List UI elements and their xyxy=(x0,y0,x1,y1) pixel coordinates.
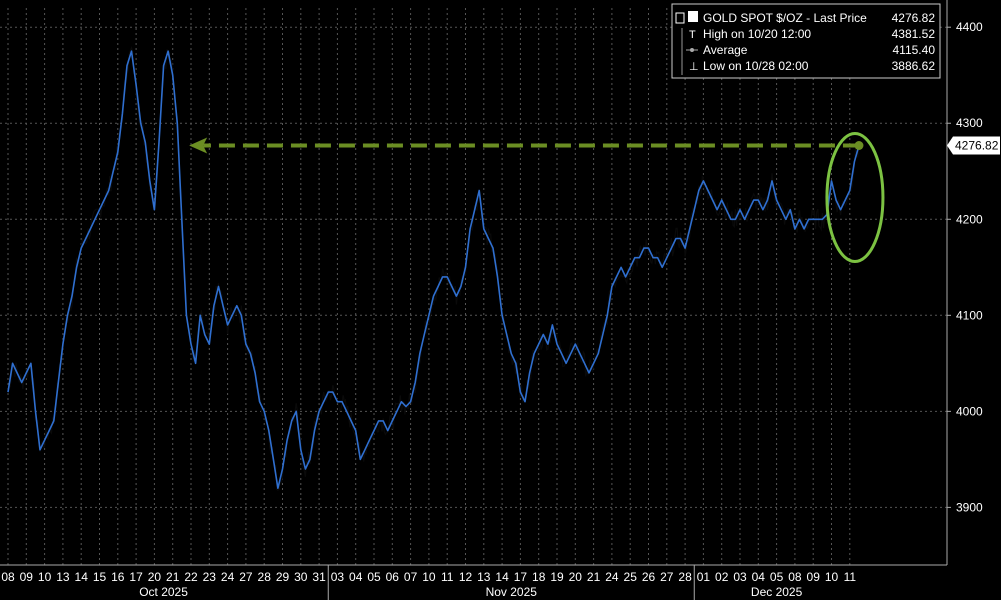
legend-high-value: 4381.52 xyxy=(892,27,936,41)
x-tick-label: 27 xyxy=(239,570,253,584)
legend-last-price-swatch xyxy=(688,11,698,22)
x-tick-label: 04 xyxy=(349,570,363,584)
legend-frame xyxy=(671,3,941,79)
y-tick-label: 4300 xyxy=(956,116,983,130)
x-tick-label: 05 xyxy=(770,570,784,584)
x-tick-label: 17 xyxy=(129,570,143,584)
x-tick-label: 17 xyxy=(514,570,528,584)
legend-avg-value: 4115.40 xyxy=(893,43,936,57)
x-tick-label: 28 xyxy=(678,570,692,584)
last-price-tag: 4276.82 xyxy=(947,136,1000,155)
x-tick-label: 29 xyxy=(276,570,290,584)
x-tick-label: 21 xyxy=(587,570,601,584)
y-tick-label: 4200 xyxy=(956,212,983,226)
high-marker-icon: T xyxy=(689,29,696,41)
x-tick-label: 11 xyxy=(441,570,454,584)
average-dot-icon xyxy=(690,48,694,52)
x-tick-label: 02 xyxy=(715,570,729,584)
legend-box: GOLD SPOT $/OZ - Last Price 4276.82 T Hi… xyxy=(671,3,941,79)
x-tick-label: 23 xyxy=(203,570,217,584)
y-tick-label: 4400 xyxy=(956,20,983,34)
x-tick-label: 14 xyxy=(75,570,89,584)
x-tick-label: 09 xyxy=(20,570,34,584)
y-tick-label: 3900 xyxy=(956,500,983,514)
annotation-layer xyxy=(189,132,885,264)
legend-candle-icon xyxy=(675,12,685,24)
x-tick-label: 30 xyxy=(294,570,308,584)
x-tick-label: 08 xyxy=(788,570,802,584)
legend-low-label: Low on 10/28 02:00 xyxy=(703,59,809,73)
x-tick-label: 14 xyxy=(495,570,509,584)
x-tick-label: 10 xyxy=(422,570,436,584)
x-tick-label: 20 xyxy=(569,570,583,584)
legend-last-label: GOLD SPOT $/OZ - Last Price xyxy=(703,11,867,25)
legend-avg-label: Average xyxy=(703,43,748,57)
last-price-tag-label: 4276.82 xyxy=(955,139,999,153)
last-price-dot xyxy=(854,141,864,151)
month-label: Nov 2025 xyxy=(486,585,538,599)
x-tick-label: 09 xyxy=(807,570,821,584)
price-line xyxy=(7,50,860,490)
x-tick-label: 11 xyxy=(844,570,857,584)
x-tick-label: 05 xyxy=(367,570,381,584)
x-tick-label: 16 xyxy=(111,570,125,584)
x-tick-label: 10 xyxy=(38,570,52,584)
x-tick-label: 03 xyxy=(331,570,345,584)
series-layer xyxy=(7,45,860,491)
highlight-ellipse xyxy=(825,132,885,264)
month-label: Dec 2025 xyxy=(751,585,803,599)
x-tick-label: 22 xyxy=(184,570,198,584)
x-tick-label: 24 xyxy=(221,570,235,584)
x-tick-label: 28 xyxy=(258,570,272,584)
price-range-line xyxy=(7,45,860,491)
legend-low-value: 3886.62 xyxy=(892,59,936,73)
x-tick-label: 13 xyxy=(56,570,70,584)
x-tick-label: 03 xyxy=(733,570,747,584)
arrowhead-icon xyxy=(189,137,208,154)
x-tick-label: 26 xyxy=(642,570,656,584)
x-tick-label: 31 xyxy=(312,570,326,584)
y-tick-label: 4100 xyxy=(956,308,983,322)
x-tick-label: 27 xyxy=(660,570,674,584)
x-tick-label: 12 xyxy=(459,570,473,584)
x-tick-label: 07 xyxy=(404,570,418,584)
x-tick-label: 15 xyxy=(93,570,107,584)
x-tick-label: 04 xyxy=(752,570,766,584)
month-label: Oct 2025 xyxy=(139,585,188,599)
x-tick-label: 10 xyxy=(825,570,839,584)
y-tick-label: 4000 xyxy=(956,404,983,418)
x-tick-label: 13 xyxy=(477,570,491,584)
x-tick-label: 25 xyxy=(624,570,638,584)
x-tick-label: 20 xyxy=(148,570,162,584)
legend-high-label: High on 10/20 12:00 xyxy=(703,27,811,41)
low-marker-icon: ⊥ xyxy=(689,61,699,73)
x-tick-label: 19 xyxy=(550,570,564,584)
x-tick-label: 18 xyxy=(532,570,546,584)
x-tick-label: 24 xyxy=(605,570,619,584)
x-tick-label: 21 xyxy=(166,570,180,584)
legend-last-value: 4276.82 xyxy=(892,11,936,25)
x-tick-label: 01 xyxy=(697,570,711,584)
x-tick-label: 08 xyxy=(1,570,15,584)
x-tick-label: 06 xyxy=(386,570,400,584)
last-price-tag-shape xyxy=(947,136,1000,155)
grid-layer xyxy=(0,8,947,565)
